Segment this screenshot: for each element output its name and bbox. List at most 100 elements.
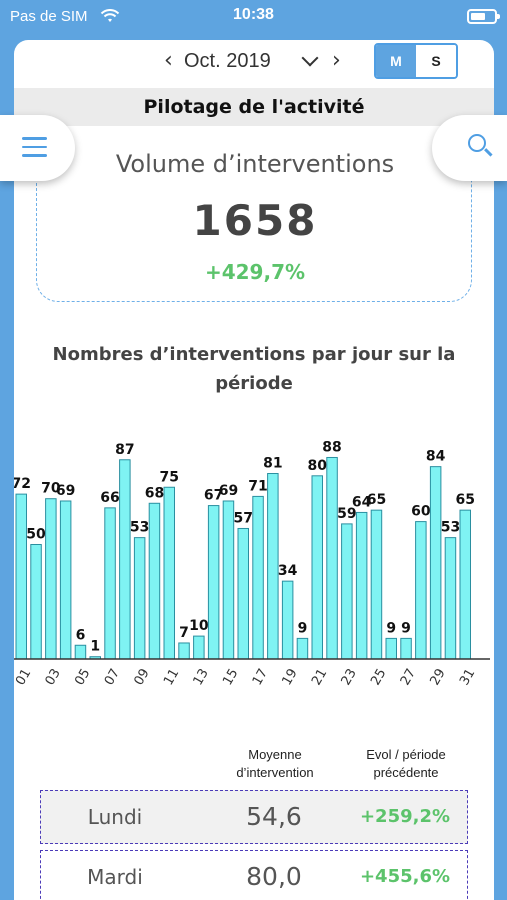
- bar-value-label: 64: [352, 494, 372, 510]
- x-tick-label: 21: [309, 666, 330, 688]
- x-tick-label: 27: [398, 666, 419, 688]
- bar-23: [341, 523, 353, 660]
- bar-30: [444, 537, 457, 660]
- bar-19: [281, 580, 294, 660]
- row-evolution: +259,2%: [359, 806, 451, 827]
- bar-value-label: 9: [401, 620, 411, 636]
- period-mode-toggle: M S: [374, 43, 458, 79]
- bar-09: [133, 537, 146, 660]
- bar-29: [429, 466, 442, 660]
- volume-value: 1658: [192, 196, 318, 245]
- bar-value-label: 65: [456, 492, 475, 508]
- bar-13: [193, 635, 205, 660]
- bar-value-label: 87: [115, 442, 134, 458]
- column-header-average: Moyenne d’intervention: [236, 747, 314, 780]
- bar-25: [370, 509, 383, 660]
- bar-12: [178, 642, 190, 660]
- bar-03: [45, 498, 57, 660]
- bar-08: [119, 459, 131, 660]
- table-row[interactable]: Mardi 80,0 +455,6%: [40, 850, 468, 900]
- x-tick-label: 05: [72, 666, 93, 688]
- page-title: Pilotage de l'activité: [143, 96, 365, 118]
- x-tick-label: 31: [457, 666, 478, 688]
- page-title-bar: Pilotage de l'activité: [14, 88, 494, 126]
- x-tick-label: 11: [161, 666, 182, 688]
- bar-value-label: 84: [426, 449, 446, 465]
- bar-04: [59, 500, 72, 660]
- bar-value-label: 6: [76, 627, 86, 643]
- carrier-label: Pas de SIM: [10, 8, 88, 25]
- bar-value-label: 9: [298, 620, 308, 636]
- battery-icon: [467, 9, 500, 24]
- bar-10: [148, 502, 161, 660]
- chevron-down-icon[interactable]: [301, 49, 319, 67]
- x-tick-label: 13: [191, 666, 212, 688]
- x-tick-label: 17: [250, 666, 271, 688]
- bar-15: [222, 500, 235, 660]
- x-tick-label: 09: [131, 666, 152, 688]
- bar-value-label: 72: [14, 476, 31, 492]
- bar-14: [207, 505, 220, 660]
- bar-value-label: 69: [219, 483, 238, 499]
- mode-month-button[interactable]: M: [376, 45, 416, 77]
- bar-27: [400, 637, 412, 660]
- row-average: 80,0: [246, 862, 302, 891]
- volume-title: Volume d’interventions: [115, 150, 395, 178]
- volume-card: Volume d’interventions 1658 +429,7%: [36, 150, 472, 302]
- chevron-right-icon[interactable]: ›: [332, 48, 341, 73]
- bar-value-label: 50: [26, 527, 46, 543]
- bar-22: [326, 456, 338, 660]
- bar-01: [15, 493, 27, 660]
- x-tick-label: 23: [339, 666, 360, 688]
- hamburger-icon: [22, 137, 47, 157]
- bar-value-label: 88: [322, 439, 341, 455]
- row-day: Lundi: [87, 805, 143, 829]
- x-tick-label: 19: [279, 666, 300, 688]
- bar-value-label: 81: [263, 456, 282, 472]
- bar-value-label: 67: [204, 488, 223, 504]
- bar-11: [163, 486, 175, 660]
- bar-24: [355, 511, 368, 660]
- period-selector: ‹ Oct. 2019 › M S: [14, 40, 494, 88]
- bar-21: [311, 475, 323, 660]
- column-header-evolution: Evol / période précédente: [366, 747, 446, 780]
- x-tick-label: 07: [102, 666, 123, 688]
- menu-button[interactable]: [0, 115, 75, 181]
- wifi-icon: [100, 9, 120, 22]
- bar-28: [415, 521, 427, 660]
- bar-18: [267, 473, 279, 660]
- mode-week-button[interactable]: S: [416, 45, 456, 77]
- bar-value-label: 75: [160, 469, 179, 485]
- bar-value-label: 57: [234, 510, 253, 526]
- main-card: ‹ Oct. 2019 › M S Pilotage de l'activité…: [14, 40, 494, 900]
- bar-05: [74, 644, 87, 660]
- bar-20: [296, 637, 309, 660]
- bar-value-label: 71: [248, 478, 267, 494]
- bar-value-label: 9: [386, 620, 396, 636]
- row-evolution: +455,6%: [359, 866, 451, 887]
- status-bar: Pas de SIM 10:38: [0, 0, 507, 34]
- x-tick-label: 15: [220, 666, 241, 688]
- search-button[interactable]: [432, 115, 507, 181]
- bar-26: [385, 637, 397, 660]
- table-row[interactable]: Lundi 54,6 +259,2%: [40, 790, 468, 844]
- bar-31: [459, 509, 471, 660]
- bar-value-label: 65: [367, 492, 386, 508]
- clock-time: 10:38: [233, 6, 274, 23]
- chevron-left-icon[interactable]: ‹: [164, 48, 173, 73]
- bar-17: [252, 495, 264, 660]
- bar-value-label: 80: [308, 458, 328, 474]
- row-day: Mardi: [87, 865, 143, 889]
- bar-value-label: 53: [441, 520, 460, 536]
- bar-value-label: 10: [189, 618, 209, 634]
- chart-title: Nombres d’interventions par jour sur la …: [52, 344, 456, 394]
- volume-evolution: +429,7%: [204, 260, 306, 284]
- bar-value-label: 34: [278, 563, 298, 579]
- period-label[interactable]: Oct. 2019: [184, 50, 271, 72]
- row-average: 54,6: [246, 802, 302, 831]
- bar-value-label: 69: [56, 483, 75, 499]
- x-tick-label: 29: [427, 666, 448, 688]
- search-icon: [468, 134, 486, 152]
- bar-value-label: 53: [130, 520, 149, 536]
- bar-value-label: 59: [337, 506, 356, 522]
